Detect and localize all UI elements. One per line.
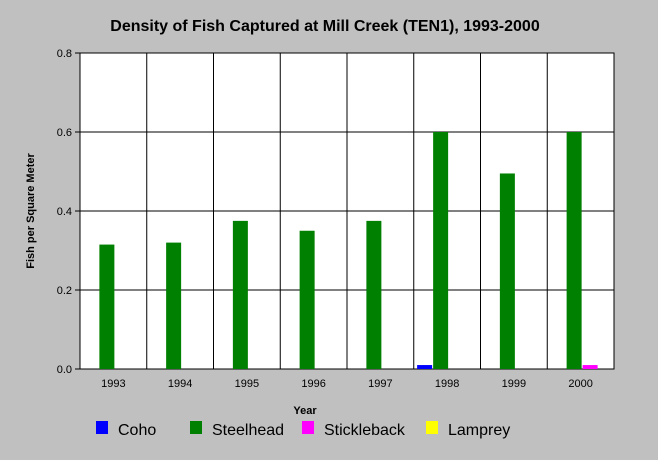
bar-steelhead-1995 [232, 220, 248, 369]
x-tick-label: 1999 [502, 378, 526, 390]
x-tick-labels: 1993 1994 1995 1996 1997 1998 1999 2000 [101, 378, 593, 390]
y-tick-label: 0.2 [57, 285, 72, 297]
x-tick-label: 1997 [368, 378, 392, 390]
legend-swatch-stickleback [302, 421, 314, 434]
legend: Coho Steelhead Stickleback Lamprey [96, 421, 510, 439]
y-tick-labels: 0.0 0.2 0.4 0.6 0.8 [57, 48, 72, 376]
bar-coho-1998 [417, 365, 433, 369]
bar-stickleback-2000 [582, 365, 598, 369]
x-tick-label: 2000 [568, 378, 592, 390]
y-tick-label: 0.8 [57, 48, 72, 60]
x-tick-label: 1994 [168, 378, 192, 390]
y-tick-label: 0.4 [57, 206, 72, 218]
legend-label-coho: Coho [118, 422, 156, 439]
bar-steelhead-1999 [499, 173, 515, 369]
x-axis-label: Year [293, 405, 317, 417]
x-tick-label: 1995 [235, 378, 259, 390]
x-tick-label: 1998 [435, 378, 459, 390]
legend-swatch-coho [96, 421, 108, 434]
x-tick-label: 1993 [101, 378, 125, 390]
bars [99, 132, 598, 369]
bar-steelhead-1997 [366, 220, 382, 369]
bar-steelhead-1998 [433, 132, 449, 369]
y-tick-label: 0.6 [57, 127, 72, 139]
y-tick-label: 0.0 [57, 364, 72, 376]
chart-title: Density of Fish Captured at Mill Creek (… [110, 18, 540, 35]
legend-label-stickleback: Stickleback [324, 422, 406, 439]
x-tick-label: 1996 [301, 378, 325, 390]
bar-steelhead-2000 [566, 132, 582, 369]
bar-steelhead-1994 [166, 242, 182, 369]
legend-label-lamprey: Lamprey [448, 422, 510, 439]
legend-swatch-lamprey [426, 421, 438, 434]
legend-swatch-steelhead [190, 421, 202, 434]
legend-label-steelhead: Steelhead [212, 422, 284, 439]
y-axis-label: Fish per Square Meter [25, 153, 37, 269]
bar-steelhead-1996 [299, 230, 315, 369]
bar-steelhead-1993 [99, 244, 115, 369]
